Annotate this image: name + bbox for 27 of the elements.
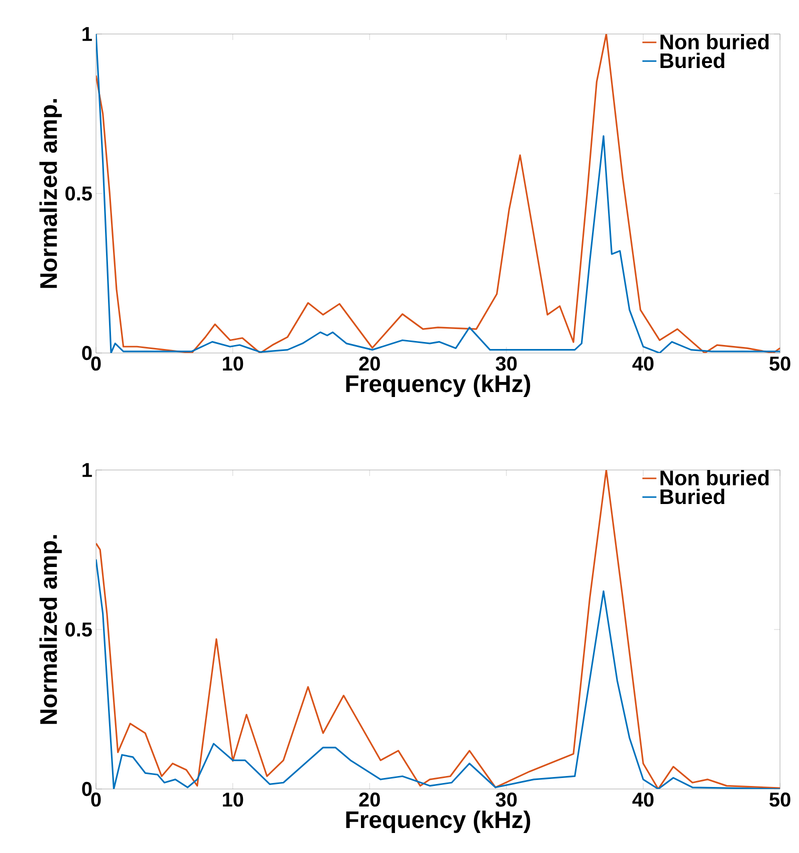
y-tick-label: 0 <box>82 782 92 796</box>
y-tick-label: 0 <box>82 346 92 360</box>
legend-label: Non buried <box>660 34 769 50</box>
x-tick-label: 50 <box>769 356 790 371</box>
y-tick-label: 1 <box>82 463 92 477</box>
y-tick-label: 0.5 <box>65 622 92 637</box>
x-tick-label: 30 <box>496 792 517 807</box>
legend-label: Buried <box>660 52 724 68</box>
x-tick-label: 40 <box>632 792 654 807</box>
x-tick-label: 20 <box>359 356 380 371</box>
line-series <box>96 558 780 789</box>
x-tick-label: 20 <box>359 792 380 807</box>
x-tick-label: 10 <box>222 792 244 807</box>
y-tick-label: 0.5 <box>65 186 92 201</box>
y-axis-title: Normalized amp. <box>39 535 62 724</box>
x-tick-label: 10 <box>222 356 244 371</box>
legend-label: Non buried <box>660 470 769 486</box>
x-tick-label: 30 <box>496 356 517 371</box>
legend-label: Buried <box>660 488 724 504</box>
x-tick-label: 50 <box>769 792 790 807</box>
line-series <box>96 34 780 353</box>
x-axis-title: Frequency (kHz) <box>346 810 530 833</box>
line-series <box>96 470 780 789</box>
x-axis-title: Frequency (kHz) <box>346 374 530 397</box>
x-tick-label: 40 <box>632 356 654 371</box>
y-tick-label: 1 <box>82 27 92 41</box>
y-axis-title: Normalized amp. <box>39 99 62 288</box>
